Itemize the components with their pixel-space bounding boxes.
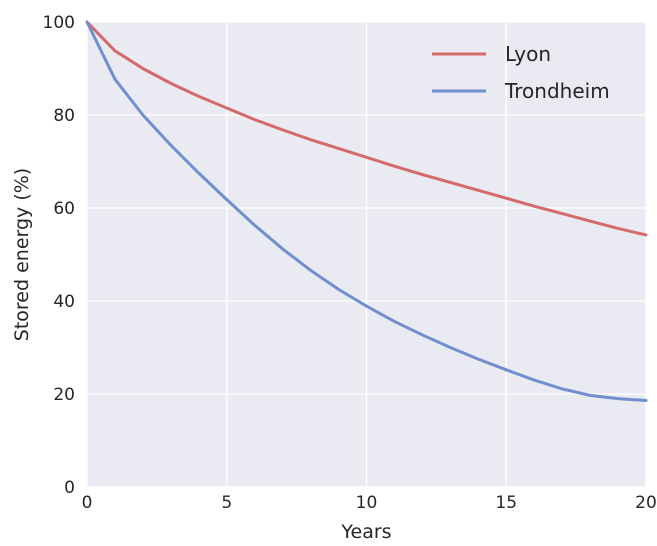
x-tick-label: 20 (635, 493, 657, 513)
y-tick-label: 20 (53, 385, 75, 405)
x-tick-label: 15 (495, 493, 517, 513)
y-tick-label: 60 (53, 199, 75, 219)
y-tick-label: 100 (43, 13, 75, 33)
x-tick-label: 5 (221, 493, 232, 513)
legend-label-trondheim: Trondheim (504, 79, 610, 103)
x-tick-label: 0 (82, 493, 93, 513)
tick-labels: 0 5 10 15 20 0 20 40 60 80 100 (43, 13, 657, 513)
legend: Lyon Trondheim (432, 42, 610, 103)
y-tick-label: 80 (53, 106, 75, 126)
x-tick-label: 10 (356, 493, 378, 513)
series-line-trondheim (85, 20, 648, 403)
series-lines (85, 20, 648, 403)
grid-lines (86, 21, 647, 488)
y-tick-label: 40 (53, 292, 75, 312)
legend-label-lyon: Lyon (505, 42, 551, 66)
series-line-lyon (85, 20, 648, 237)
y-tick-label: 0 (64, 478, 75, 498)
x-axis-label: Years (340, 521, 391, 541)
y-axis-label: Stored energy (%) (11, 168, 33, 341)
